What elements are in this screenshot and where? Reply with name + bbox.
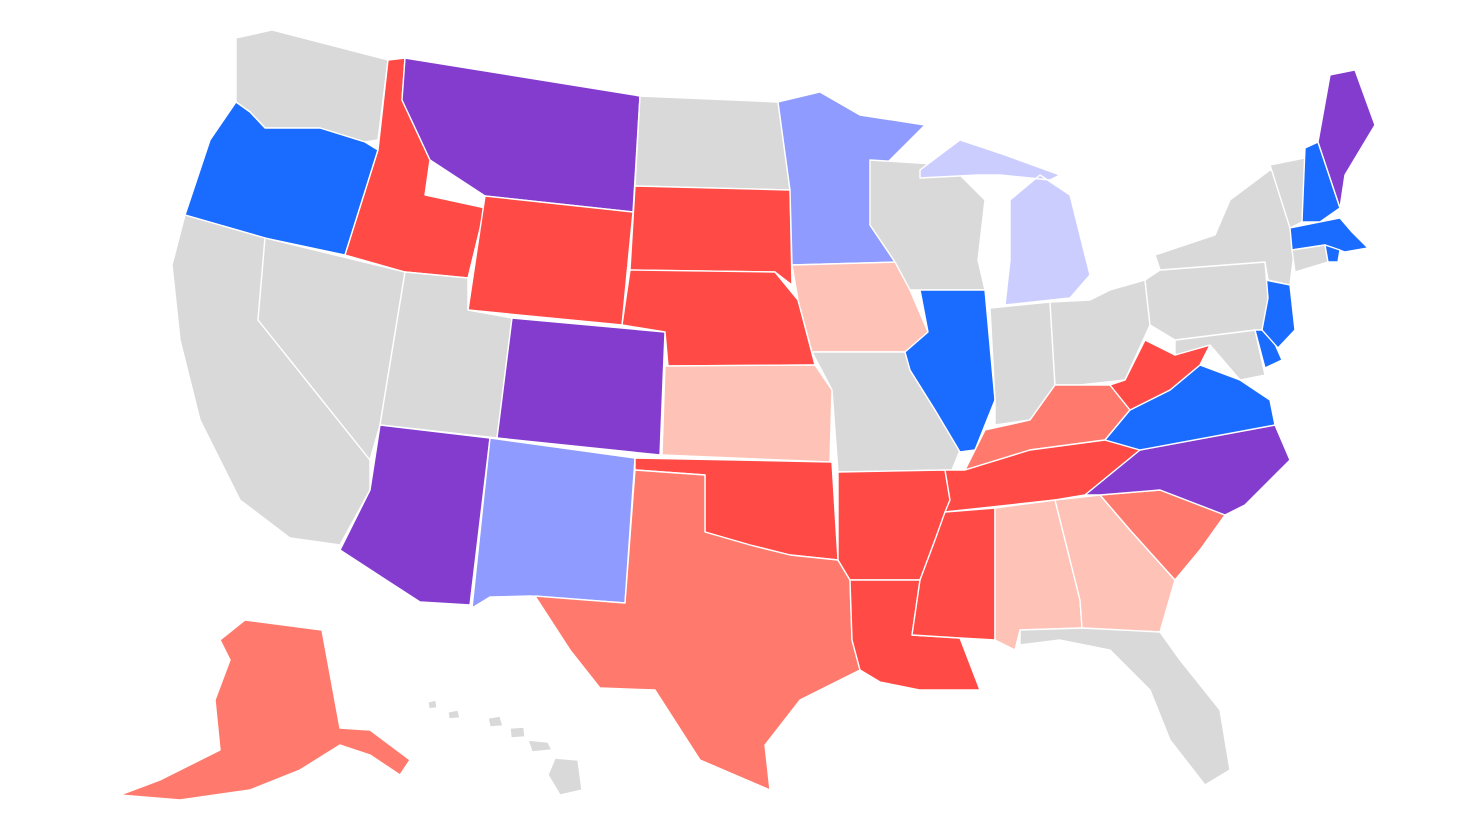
state-CO[interactable] [496,317,666,456]
state-ND[interactable] [634,95,791,191]
state-MI[interactable] [919,139,1091,306]
state-RI[interactable] [1324,244,1341,263]
state-KS[interactable] [661,364,833,463]
state-NM[interactable] [471,437,636,609]
state-SD[interactable] [629,185,793,286]
state-MT[interactable] [401,57,641,213]
state-IL[interactable] [904,289,996,453]
state-NV[interactable] [257,237,406,461]
state-HI[interactable] [427,699,583,796]
state-TX[interactable] [534,469,861,791]
state-TN[interactable] [944,439,1141,513]
state-PA[interactable] [1144,261,1269,341]
state-ME[interactable] [1317,69,1376,209]
state-WY[interactable] [467,195,634,326]
state-AK[interactable] [119,619,411,801]
state-NH[interactable] [1301,141,1341,223]
state-CT[interactable] [1291,244,1329,273]
state-FL[interactable] [1019,627,1231,786]
